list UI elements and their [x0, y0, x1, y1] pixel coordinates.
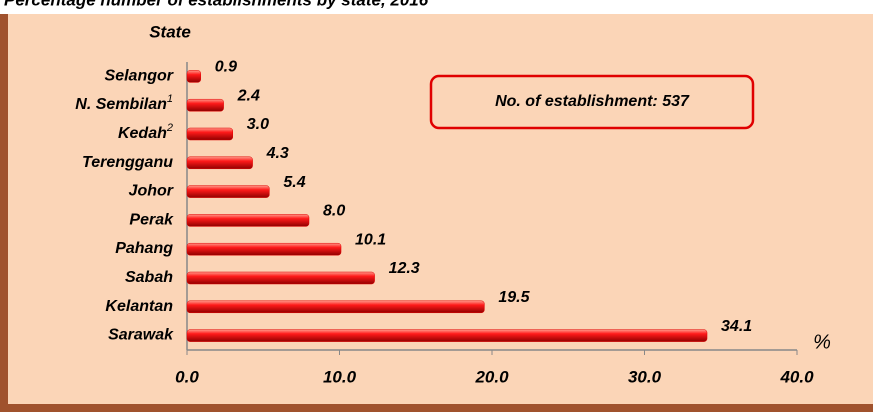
category-name: Pahang: [115, 240, 173, 257]
category-name: Kelantan: [105, 298, 173, 315]
category-name: Kedah: [118, 125, 167, 142]
category-name: N. Sembilan: [75, 96, 167, 113]
category-note: 1: [167, 93, 173, 105]
bar: [186, 185, 270, 198]
y-tick-label: Selangor: [105, 68, 174, 85]
x-tick-label: 10.0: [323, 367, 357, 386]
y-tick-label: Terengganu: [82, 154, 173, 171]
bar: [186, 329, 708, 342]
x-tick-label: 40.0: [779, 367, 814, 386]
y-tick-label: N. Sembilan1: [75, 93, 173, 113]
x-tick-label: 30.0: [628, 367, 662, 386]
y-axis-label: State: [149, 22, 191, 41]
bar: [186, 98, 224, 112]
value-label: 5.4: [283, 174, 305, 191]
value-label: 10.1: [355, 231, 386, 248]
value-label: 12.3: [389, 260, 420, 277]
bar: [186, 127, 233, 141]
category-name: Perak: [129, 212, 174, 229]
annotation-box: [429, 74, 755, 130]
y-tick-label: Kedah2: [118, 122, 173, 142]
category-name: Terengganu: [82, 154, 173, 171]
value-label: 3.0: [247, 116, 269, 133]
x-axis-label: %: [813, 331, 831, 353]
bar: [186, 271, 375, 285]
value-label: 8.0: [323, 203, 345, 220]
value-label: 4.3: [266, 145, 289, 162]
x-tick-label: 20.0: [474, 367, 509, 386]
value-label: 0.9: [215, 59, 237, 76]
chart-title: Percentage number of establishments by s…: [4, 0, 429, 9]
bar: [186, 214, 310, 227]
x-tick-label: 0.0: [175, 367, 199, 386]
value-label: 34.1: [721, 318, 752, 335]
y-tick-label: Perak: [129, 212, 174, 229]
annotation: No. of establishment: 537: [495, 93, 690, 110]
bar: [186, 300, 485, 314]
value-label: 2.4: [237, 87, 260, 104]
value-label: 19.5: [498, 289, 530, 306]
category-name: Sarawak: [108, 327, 174, 344]
y-tick-label: Pahang: [115, 240, 173, 257]
bar: [186, 156, 253, 170]
category-note: 2: [166, 122, 173, 134]
category-name: Selangor: [105, 68, 174, 85]
y-tick-label: Sabah: [125, 269, 173, 286]
y-tick-label: Kelantan: [105, 298, 173, 315]
bar: [186, 70, 201, 83]
y-tick-label: Johor: [129, 183, 174, 200]
category-name: Johor: [129, 183, 174, 200]
bar: [186, 242, 342, 256]
category-name: Sabah: [125, 269, 173, 286]
y-tick-label: Sarawak: [108, 327, 174, 344]
